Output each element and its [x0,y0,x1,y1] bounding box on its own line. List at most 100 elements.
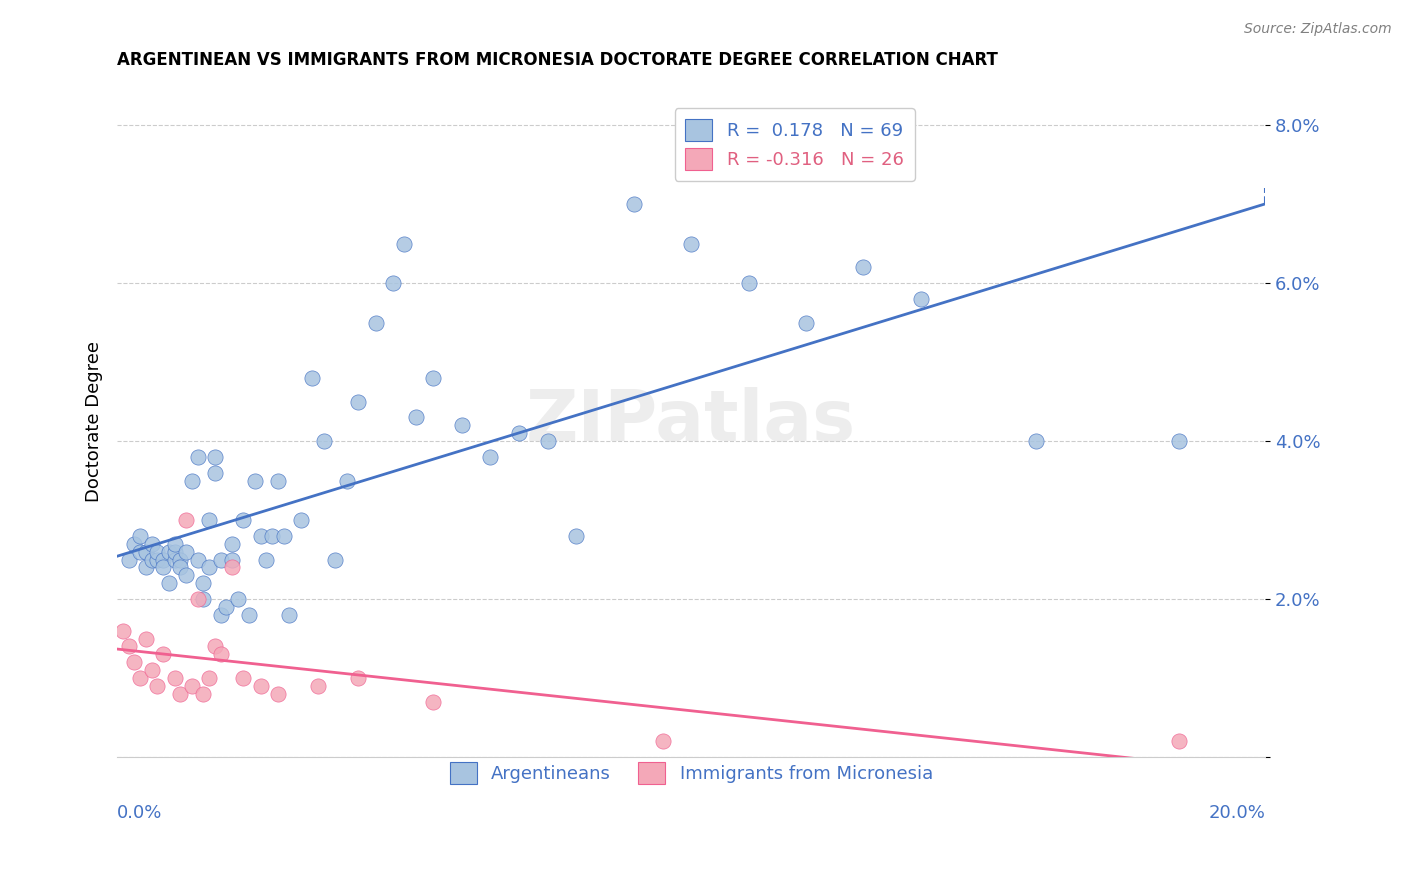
Point [135,544,157,558]
Point [221,560,243,574]
Point [204,640,226,654]
Point [187,552,209,566]
Point [209,648,232,662]
Point [301,371,323,385]
Text: 20.0%: 20.0% [1209,805,1265,822]
Point [193,576,215,591]
Point [681,236,703,251]
Point [290,513,312,527]
Point [232,671,254,685]
Y-axis label: Doctorate Degree: Doctorate Degree [86,341,103,502]
Point [129,529,152,543]
Point [135,632,157,646]
Point [336,474,359,488]
Point [737,276,759,290]
Point [651,734,673,748]
Point [174,544,197,558]
Point [405,410,427,425]
Point [243,474,266,488]
Point [307,679,329,693]
Point [193,687,215,701]
Point [852,260,875,275]
Point [152,560,174,574]
Point [221,537,243,551]
Point [163,544,186,558]
Point [129,671,152,685]
Point [124,655,146,669]
Point [565,529,588,543]
Point [479,450,502,464]
Point [163,552,186,566]
Point [169,687,191,701]
Point [118,640,141,654]
Point [180,474,202,488]
Point [204,466,226,480]
Point [238,607,260,622]
Point [262,529,284,543]
Point [146,544,169,558]
Point [135,560,157,574]
Point [347,671,370,685]
Point [169,560,191,574]
Point [157,576,180,591]
Point [215,599,238,614]
Point [152,552,174,566]
Text: ARGENTINEAN VS IMMIGRANTS FROM MICRONESIA DOCTORATE DEGREE CORRELATION CHART: ARGENTINEAN VS IMMIGRANTS FROM MICRONESI… [117,51,998,69]
Point [450,418,472,433]
Point [508,426,530,441]
Point [169,552,191,566]
Point [209,607,232,622]
Point [118,552,141,566]
Point [209,552,232,566]
Point [152,648,174,662]
Point [1168,434,1191,448]
Legend: Argentineans, Immigrants from Micronesia: Argentineans, Immigrants from Micronesia [439,751,943,795]
Point [267,474,290,488]
Point [198,671,221,685]
Point [198,513,221,527]
Point [157,544,180,558]
Point [537,434,560,448]
Point [232,513,254,527]
Text: 0.0%: 0.0% [117,805,163,822]
Point [256,552,278,566]
Point [141,663,163,677]
Point [422,695,444,709]
Point [1025,434,1047,448]
Point [278,607,301,622]
Point [221,552,243,566]
Point [1168,734,1191,748]
Point [180,679,202,693]
Point [312,434,335,448]
Point [267,687,290,701]
Point [198,560,221,574]
Point [174,513,197,527]
Point [124,537,146,551]
Point [623,197,645,211]
Point [204,450,226,464]
Text: ZIPatlas: ZIPatlas [526,387,856,456]
Point [381,276,404,290]
Point [325,552,347,566]
Point [273,529,295,543]
Point [364,316,387,330]
Point [422,371,444,385]
Point [146,552,169,566]
Point [249,529,271,543]
Point [129,544,152,558]
Text: Source: ZipAtlas.com: Source: ZipAtlas.com [1244,22,1392,37]
Point [111,624,134,638]
Point [163,537,186,551]
Point [174,568,197,582]
Point [249,679,271,693]
Point [226,592,249,607]
Point [141,537,163,551]
Point [394,236,416,251]
Point [910,292,932,306]
Point [794,316,817,330]
Point [146,679,169,693]
Point [141,552,163,566]
Point [187,450,209,464]
Point [187,592,209,607]
Point [347,394,370,409]
